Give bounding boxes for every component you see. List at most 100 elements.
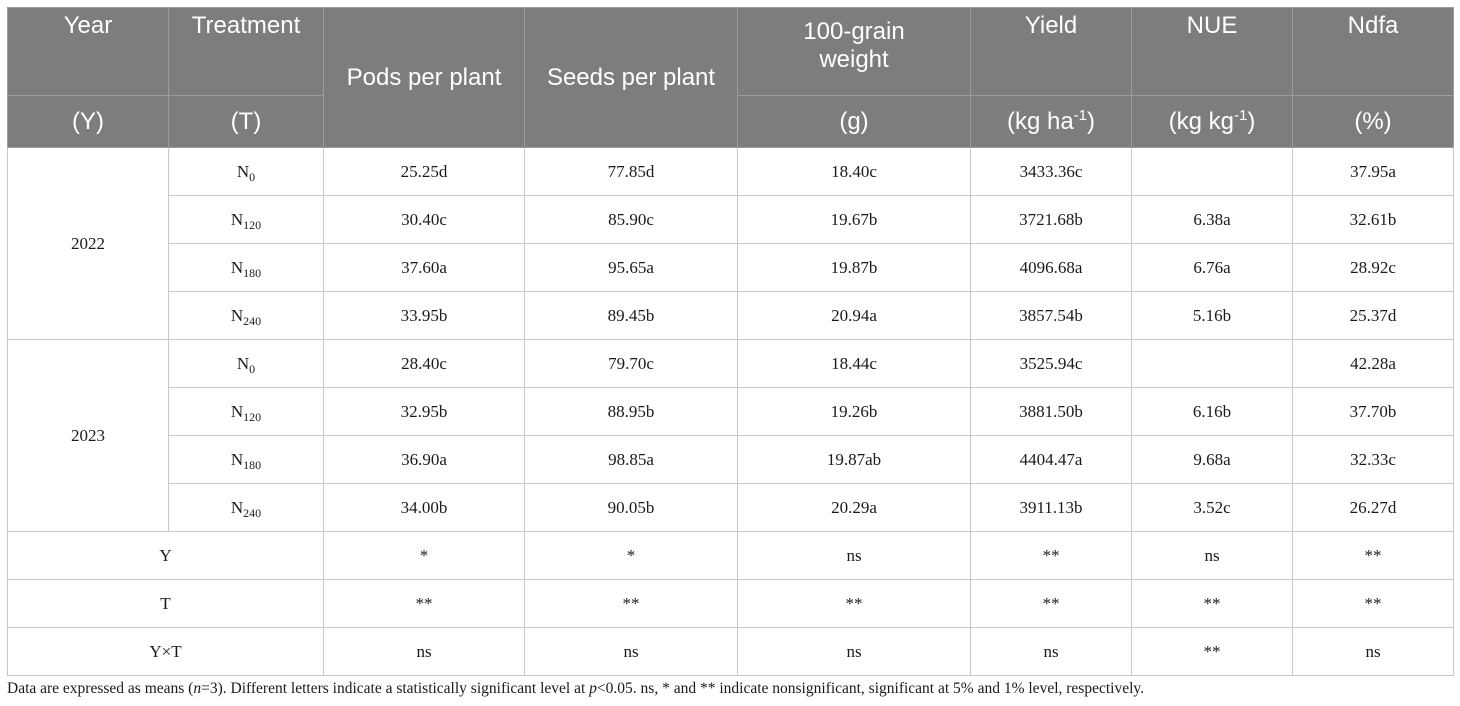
table-row: N240 33.95b 89.45b 20.94a 3857.54b 5.16b…	[8, 291, 1454, 340]
pods-cell: **	[323, 579, 525, 628]
seeds-cell: 79.70c	[524, 339, 738, 388]
nue-cell: 3.52c	[1131, 483, 1293, 532]
seeds-cell: ns	[524, 627, 738, 676]
yield-cell: 3721.68b	[970, 195, 1132, 244]
nue-cell	[1131, 147, 1293, 196]
yield-cell: **	[970, 579, 1132, 628]
factor-cell: T	[7, 579, 324, 628]
treatment-cell: N240	[168, 291, 324, 340]
seeds-cell: *	[524, 531, 738, 580]
table-body: 2022 N0 25.25d 77.85d 18.40c 3433.36c 37…	[7, 147, 1454, 676]
nue-cell: 5.16b	[1131, 291, 1293, 340]
year-cell: 2022	[7, 147, 169, 340]
factor-cell: Y	[7, 531, 324, 580]
header-year: Year	[7, 7, 169, 96]
grain-cell: ns	[737, 531, 971, 580]
ndfa-cell: **	[1292, 531, 1454, 580]
header-grain-line1: 100-grain	[803, 18, 905, 45]
pods-cell: 25.25d	[323, 147, 525, 196]
seeds-cell: 88.95b	[524, 387, 738, 436]
year-cell: 2023	[7, 339, 169, 532]
table-row: N240 34.00b 90.05b 20.29a 3911.13b 3.52c…	[8, 483, 1454, 532]
factor-cell: Y×T	[7, 627, 324, 676]
significance-row: Y * * ns ** ns **	[7, 531, 1454, 580]
header-nue-unit: (kg kg-1)	[1131, 95, 1293, 148]
nue-cell: **	[1131, 579, 1293, 628]
results-table: Year Treatment Pods per plant Seeds per …	[7, 7, 1454, 676]
treatment-cell: N0	[168, 339, 324, 388]
nue-cell: **	[1131, 627, 1293, 676]
seeds-cell: 89.45b	[524, 291, 738, 340]
yield-cell: 3911.13b	[970, 483, 1132, 532]
table-row: N120 32.95b 88.95b 19.26b 3881.50b 6.16b…	[8, 387, 1454, 436]
pods-cell: 30.40c	[323, 195, 525, 244]
grain-cell: 19.87b	[737, 243, 971, 292]
ndfa-cell: 42.28a	[1292, 339, 1454, 388]
grain-cell: 19.87ab	[737, 435, 971, 484]
grain-cell: ns	[737, 627, 971, 676]
seeds-cell: 98.85a	[524, 435, 738, 484]
pods-cell: 32.95b	[323, 387, 525, 436]
ndfa-cell: 26.27d	[1292, 483, 1454, 532]
ndfa-cell: 28.92c	[1292, 243, 1454, 292]
pods-cell: 37.60a	[323, 243, 525, 292]
treatment-cell: N240	[168, 483, 324, 532]
grain-cell: 19.67b	[737, 195, 971, 244]
yield-cell: **	[970, 531, 1132, 580]
yield-cell: 3881.50b	[970, 387, 1132, 436]
yield-cell: 4404.47a	[970, 435, 1132, 484]
nue-cell: 9.68a	[1131, 435, 1293, 484]
treatment-cell: N180	[168, 435, 324, 484]
header-treatment: Treatment	[168, 7, 324, 96]
nue-cell: 6.76a	[1131, 243, 1293, 292]
pods-cell: 28.40c	[323, 339, 525, 388]
yield-cell: 3525.94c	[970, 339, 1132, 388]
grain-cell: 18.40c	[737, 147, 971, 196]
pods-cell: 33.95b	[323, 291, 525, 340]
pods-cell: 36.90a	[323, 435, 525, 484]
ndfa-cell: 37.70b	[1292, 387, 1454, 436]
ndfa-cell: 25.37d	[1292, 291, 1454, 340]
ndfa-cell: ns	[1292, 627, 1454, 676]
header-ndfa-unit: (%)	[1292, 95, 1454, 148]
treatment-cell: N120	[168, 195, 324, 244]
ndfa-cell: 32.33c	[1292, 435, 1454, 484]
header-yield: Yield	[970, 7, 1132, 96]
treatment-cell: N180	[168, 243, 324, 292]
table-row: N180 37.60a 95.65a 19.87b 4096.68a 6.76a…	[8, 243, 1454, 292]
table-row: 2022 N0 25.25d 77.85d 18.40c 3433.36c 37…	[7, 147, 1454, 340]
grain-cell: **	[737, 579, 971, 628]
seeds-cell: 90.05b	[524, 483, 738, 532]
seeds-cell: **	[524, 579, 738, 628]
pods-cell: *	[323, 531, 525, 580]
header-pods: Pods per plant	[323, 7, 525, 148]
seeds-cell: 85.90c	[524, 195, 738, 244]
table-header: Year Treatment Pods per plant Seeds per …	[7, 7, 1454, 148]
treatment-cell: N120	[168, 387, 324, 436]
header-ndfa: Ndfa	[1292, 7, 1454, 96]
header-treatment-sub: (T)	[168, 95, 324, 148]
seeds-cell: 77.85d	[524, 147, 738, 196]
yield-cell: ns	[970, 627, 1132, 676]
ndfa-cell: **	[1292, 579, 1454, 628]
treatment-cell: N0	[168, 147, 324, 196]
ndfa-cell: 32.61b	[1292, 195, 1454, 244]
nue-cell	[1131, 339, 1293, 388]
grain-cell: 20.29a	[737, 483, 971, 532]
ndfa-cell: 37.95a	[1292, 147, 1454, 196]
yield-cell: 3433.36c	[970, 147, 1132, 196]
grain-cell: 19.26b	[737, 387, 971, 436]
seeds-cell: 95.65a	[524, 243, 738, 292]
table-row: N180 36.90a 98.85a 19.87ab 4404.47a 9.68…	[8, 435, 1454, 484]
header-grain-unit: (g)	[737, 95, 971, 148]
nue-cell: 6.16b	[1131, 387, 1293, 436]
significance-row: Y×T ns ns ns ns ** ns	[7, 627, 1454, 676]
table-row: 2023 N0 28.40c 79.70c 18.44c 3525.94c 42…	[7, 339, 1454, 532]
yield-cell: 4096.68a	[970, 243, 1132, 292]
table-footnote: Data are expressed as means (n=3). Diffe…	[7, 680, 1145, 697]
significance-row: T ** ** ** ** ** **	[7, 579, 1454, 628]
table-row: N120 30.40c 85.90c 19.67b 3721.68b 6.38a…	[8, 195, 1454, 244]
grain-cell: 18.44c	[737, 339, 971, 388]
yield-cell: 3857.54b	[970, 291, 1132, 340]
nue-cell: 6.38a	[1131, 195, 1293, 244]
